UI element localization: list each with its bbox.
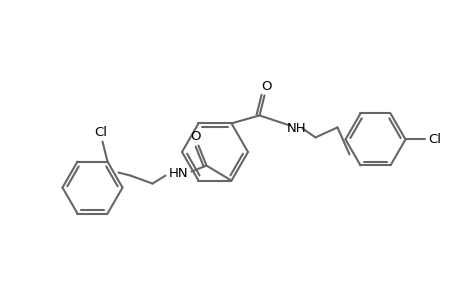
Text: O: O: [261, 80, 271, 93]
Text: O: O: [190, 130, 200, 143]
Text: HN: HN: [168, 167, 188, 180]
Text: Cl: Cl: [94, 126, 107, 139]
Text: Cl: Cl: [427, 133, 440, 146]
Text: NH: NH: [286, 122, 306, 135]
